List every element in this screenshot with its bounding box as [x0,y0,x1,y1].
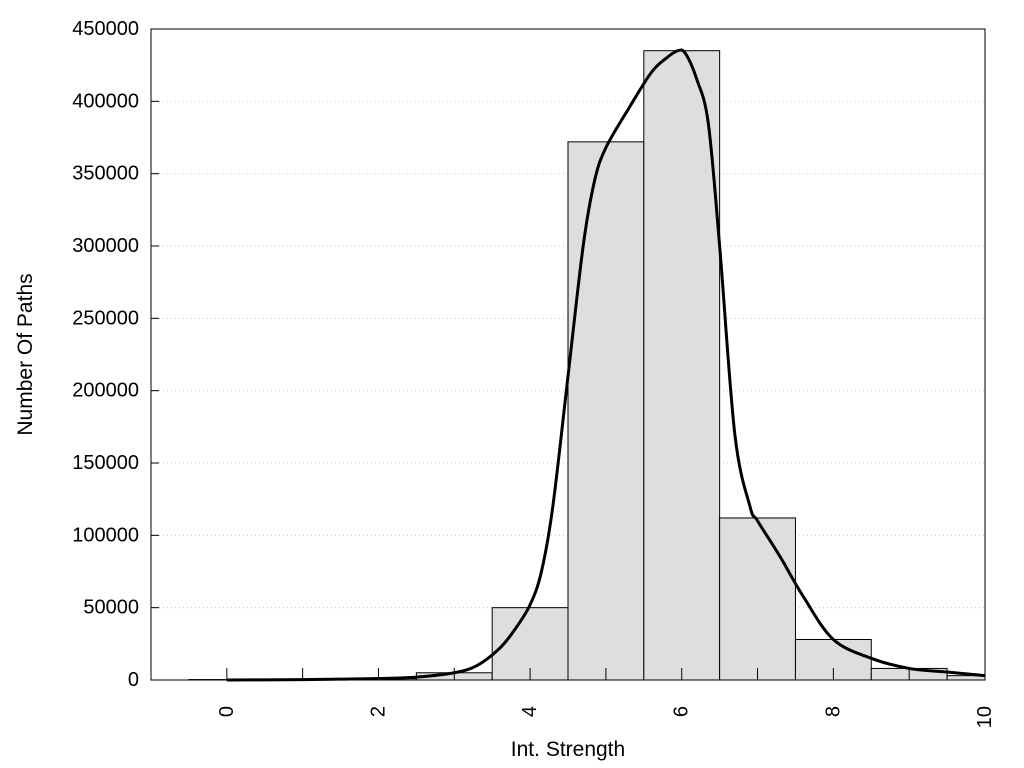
y-tick-label: 200000 [72,380,139,402]
y-tick-label: 350000 [72,163,139,185]
y-tick-label: 150000 [72,452,139,474]
y-axis-ticks: 0 50000 100000 150000 200000 250000 300000 3500… [72,18,159,691]
x-tick-label: 6 [671,706,693,717]
x-tick-label: 2 [367,706,389,717]
y-tick-label: 400000 [72,90,139,112]
x-tick-label: 10 [974,706,996,728]
plot-frame [150,28,986,681]
y-tick-label: 300000 [72,235,139,257]
x-tick-label: 0 [216,706,238,717]
histogram-bar [643,50,721,681]
x-tick-label: 4 [519,706,541,717]
histogram-bars [188,50,986,681]
y-tick-label: 50000 [83,597,139,619]
y-tick-label: 100000 [72,524,139,546]
y-tick-label: 250000 [72,307,139,329]
x-axis-ticks: 0 2 4 6 8 10 [216,668,996,728]
y-tick-label: 0 [128,669,139,691]
y-tick-label: 450000 [72,18,139,40]
histogram-bar [567,141,645,681]
y-axis-title: Number Of Paths [14,273,37,435]
histogram-bar [719,517,796,681]
x-tick-label: 8 [822,706,844,717]
x-axis-title: Int. Strength [511,738,625,761]
